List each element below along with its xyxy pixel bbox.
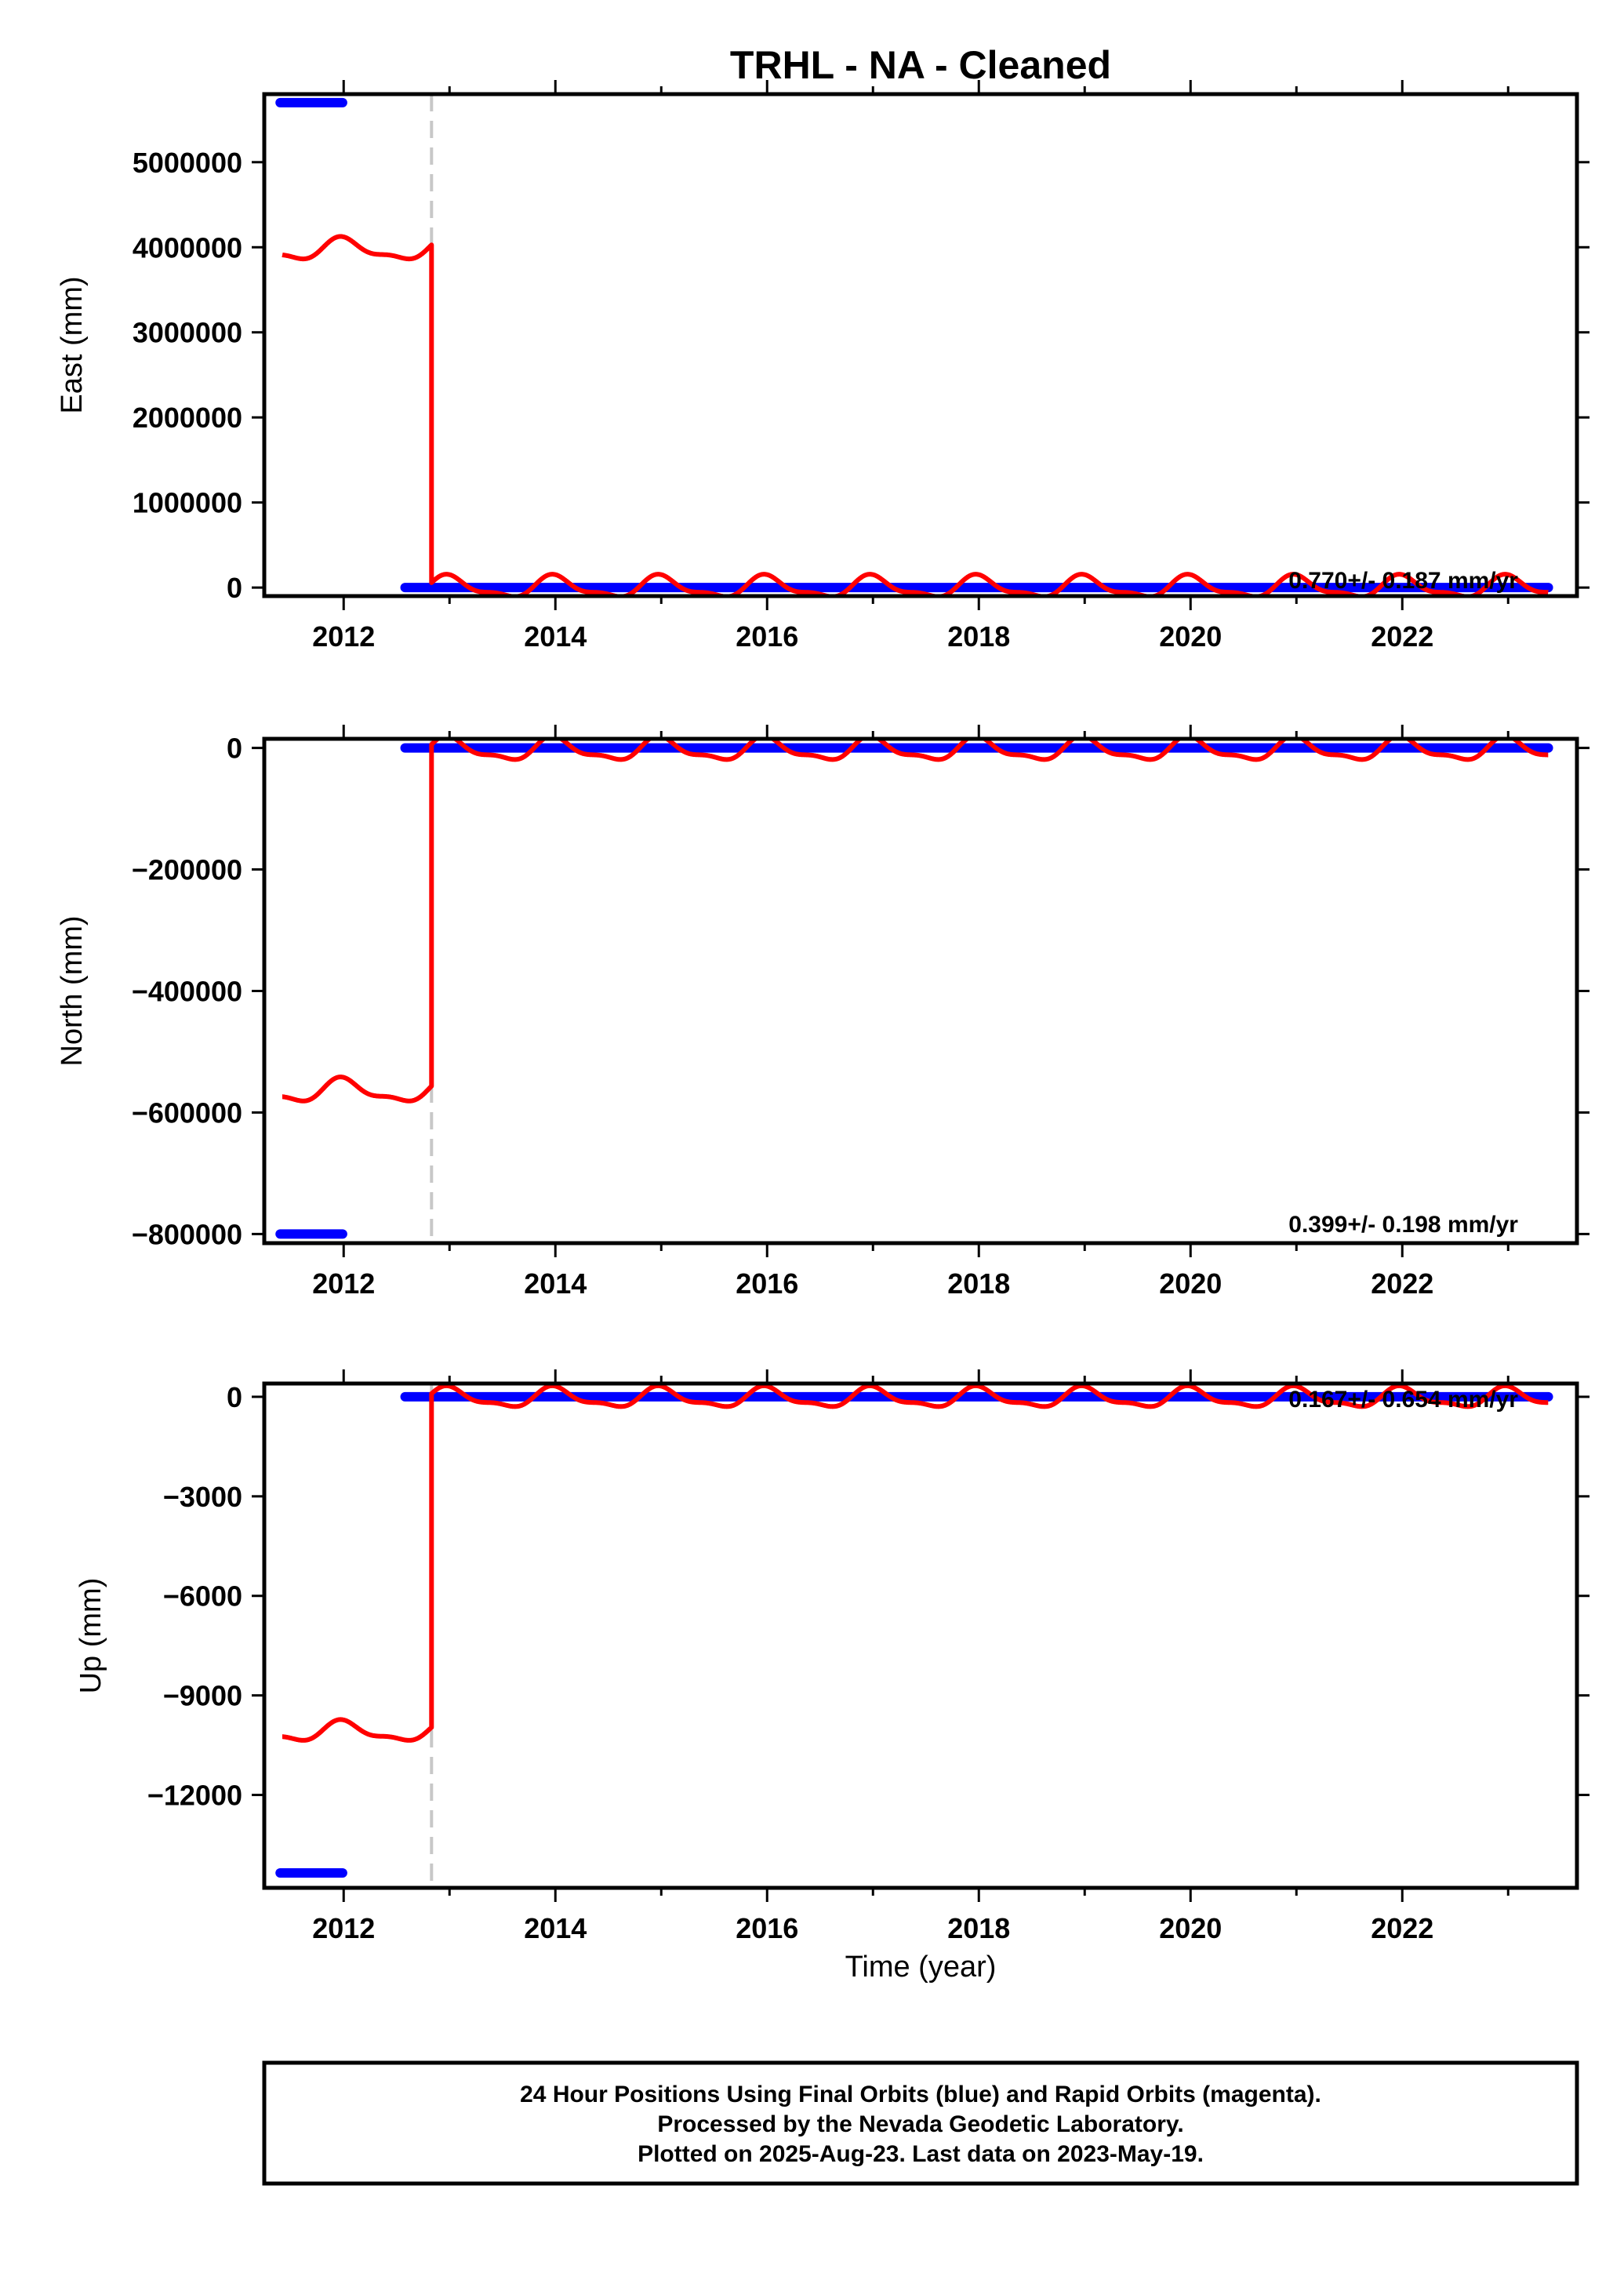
up-y-tick-label-3: −9000 xyxy=(163,1680,242,1712)
up-x-tick-label-2022: 2022 xyxy=(1371,1912,1433,1944)
up-rate-label: 0.167+/- 0.654 mm/yr xyxy=(1288,1387,1518,1413)
north-x-tick-label-2014: 2014 xyxy=(524,1267,587,1300)
north-x-tick-label-2022: 2022 xyxy=(1371,1267,1433,1300)
north-x-tick-label-2012: 2012 xyxy=(312,1267,375,1300)
north-y-tick-label-0: 0 xyxy=(227,733,242,765)
footer-line-3: Plotted on 2025-Aug-23. Last data on 202… xyxy=(638,2141,1204,2167)
north-x-tick-label-2016: 2016 xyxy=(736,1267,798,1300)
east-model-fit-line xyxy=(280,234,1550,596)
up-x-tick-label-2020: 2020 xyxy=(1159,1912,1222,1944)
up-y-tick-label-4: −12000 xyxy=(147,1780,242,1812)
footer-frame xyxy=(262,2060,1579,2186)
east-x-tick-label-2020: 2020 xyxy=(1159,620,1222,653)
east-y-axis-label: East (mm) xyxy=(56,276,89,413)
up-y-tick-label-0: 0 xyxy=(227,1381,242,1413)
east-panel: 2012 2014 2016 2018 2020 2022 0 1000000 2000000 3… xyxy=(56,80,1589,653)
up-y-axis-label: Up (mm) xyxy=(74,1578,107,1694)
east-x-tick-label-2016: 2016 xyxy=(736,620,798,653)
east-y-tick-label-4: 4000000 xyxy=(133,231,242,264)
east-y-tick-label-1: 1000000 xyxy=(133,487,242,519)
x-axis-label: Time (year) xyxy=(845,1951,997,1984)
north-y-tick-label-2: −400000 xyxy=(132,976,242,1008)
east-y-tick-label-5: 5000000 xyxy=(133,147,242,179)
north-rate-label: 0.399+/- 0.198 mm/yr xyxy=(1288,1212,1518,1238)
east-frame xyxy=(262,92,1579,598)
east-x-tick-label-2022: 2022 xyxy=(1371,620,1433,653)
north-y-tick-label-1: −200000 xyxy=(132,854,242,886)
east-x-tick-label-2018: 2018 xyxy=(947,620,1010,653)
up-panel: 2012 2014 2016 2018 2020 2022 0 −3000 −6000 −9000… xyxy=(74,1369,1589,1944)
chart-title: TRHL - NA - Cleaned xyxy=(730,43,1111,87)
footer-line-2: Processed by the Nevada Geodetic Laborat… xyxy=(657,2111,1183,2137)
footer-line-1: 24 Hour Positions Using Final Orbits (bl… xyxy=(520,2082,1321,2107)
north-frame xyxy=(262,736,1579,1245)
up-x-tick-label-2018: 2018 xyxy=(947,1912,1010,1944)
up-x-tick-label-2012: 2012 xyxy=(312,1912,375,1944)
north-panel: 2012 2014 2016 2018 2020 2022 0 −200000 −400000 −… xyxy=(56,725,1589,1300)
north-y-axis-label: North (mm) xyxy=(56,915,89,1066)
up-plot-area xyxy=(275,1384,1553,1888)
up-x-tick-label-2014: 2014 xyxy=(524,1912,587,1944)
east-x-tick-label-2012: 2012 xyxy=(312,620,375,653)
up-model-fit-line xyxy=(280,1384,1550,1743)
up-frame xyxy=(262,1381,1579,1890)
north-y-tick-label-4: −800000 xyxy=(132,1218,242,1250)
up-y-tick-label-1: −3000 xyxy=(163,1481,242,1513)
east-y-tick-label-2: 2000000 xyxy=(133,402,242,434)
north-x-tick-label-2018: 2018 xyxy=(947,1267,1010,1300)
east-y-tick-label-0: 0 xyxy=(227,572,242,604)
up-y-tick-label-2: −6000 xyxy=(163,1580,242,1613)
north-y-tick-label-3: −600000 xyxy=(132,1096,242,1129)
east-plot-area xyxy=(275,94,1553,596)
east-y-tick-label-3: 3000000 xyxy=(133,317,242,349)
footer-box: 24 Hour Positions Using Final Orbits (bl… xyxy=(262,2060,1579,2186)
east-rate-label: 0.770+/- 0.187 mm/yr xyxy=(1288,568,1518,594)
north-plot-area xyxy=(275,739,1553,1243)
north-model-fit-line xyxy=(280,739,1550,1104)
east-x-tick-label-2014: 2014 xyxy=(524,620,587,653)
up-x-tick-label-2016: 2016 xyxy=(736,1912,798,1944)
north-x-tick-label-2020: 2020 xyxy=(1159,1267,1222,1300)
